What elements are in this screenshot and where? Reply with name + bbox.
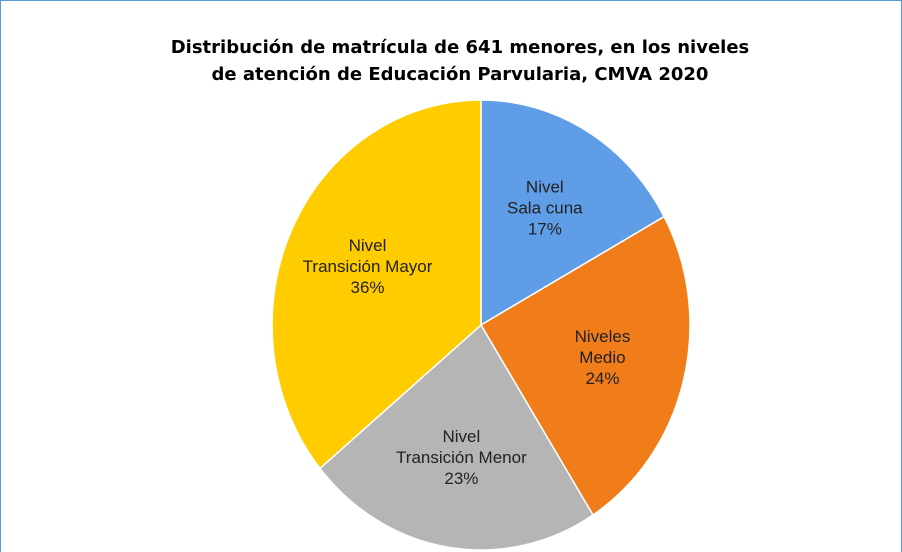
slice-label: Transición Mayor [303,257,433,276]
value-label: 36% [351,278,385,297]
slice-label: Nivel [526,177,564,196]
slice-label: Transición Menor [396,448,527,467]
slice-label: Nivel [442,427,480,446]
pie-slice [479,215,691,517]
value-label: 17% [528,219,562,238]
slice-label: Medio [579,348,625,367]
pie-slice [271,99,482,470]
chart-title: de atención de Educación Parvularia, CMV… [212,64,709,85]
pie-slice [480,99,666,327]
slice-label: Sala cuna [507,198,583,217]
pie-slice [318,323,594,551]
value-label: 24% [585,369,619,388]
value-label: 23% [444,469,478,488]
chart-title: Distribución de matrícula de 641 menores… [171,37,750,58]
slice-label: Nivel [349,236,387,255]
slice-label: Niveles [575,327,631,346]
